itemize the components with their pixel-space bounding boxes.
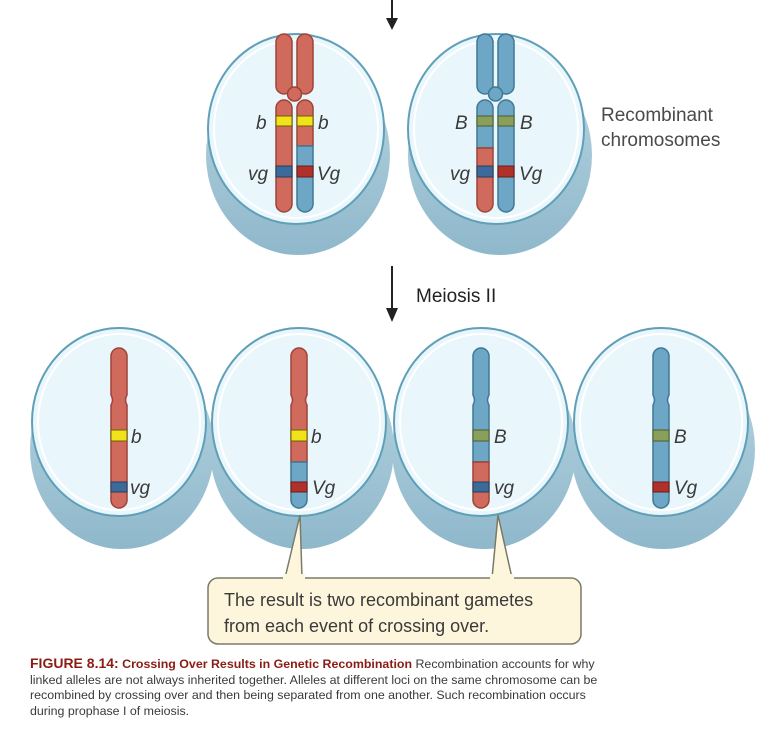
centromere (286, 86, 303, 102)
allele-label: B (520, 113, 533, 134)
allele-label: Vg (312, 478, 336, 499)
meiosis-arrow (386, 266, 398, 322)
chromatid-left-recombinant (476, 33, 494, 213)
recombinant-cell-1: b b vg Vg (206, 33, 390, 255)
allele-label: vg (494, 478, 515, 499)
allele-label: Vg (674, 478, 698, 499)
allele-label: Vg (519, 164, 543, 185)
recombinant-cell-2: B B vg Vg (407, 33, 592, 255)
callout-text: The result is two recombinant gametes (224, 590, 533, 610)
top-arrow (386, 0, 398, 30)
allele-label: B (494, 427, 507, 448)
chromatid-left-red (275, 33, 293, 213)
figure-title: Crossing Over Results in Genetic Recombi… (122, 657, 413, 671)
figure-caption: FIGURE 8.14: Crossing Over Results in Ge… (30, 655, 600, 719)
allele-label: vg (248, 164, 269, 185)
figure-number: FIGURE 8.14: (30, 655, 119, 671)
figure-body: Recombination accounts for why linked al… (30, 657, 598, 718)
gamete-cell-3: B vg (392, 327, 576, 549)
gamete-cell-1: b vg (30, 327, 214, 549)
allele-label: B (674, 427, 687, 448)
allele-label: vg (130, 478, 151, 499)
allele-label: Vg (317, 164, 341, 185)
allele-label: b (256, 113, 267, 134)
chromatid-right-blue (497, 33, 515, 213)
stage-label: Meiosis II (416, 286, 496, 307)
allele-label: vg (450, 164, 471, 185)
recombinant-label: Recombinant (601, 105, 714, 126)
centromere (487, 86, 504, 102)
allele-label: b (311, 427, 322, 448)
gamete-cell-4: B Vg (571, 327, 755, 549)
callout-box: The result is two recombinant gametes fr… (207, 514, 582, 645)
chromatid-right-recombinant (296, 33, 314, 213)
recombinant-label: chromosomes (601, 130, 720, 151)
gamete-cell-2: b Vg (210, 327, 394, 549)
allele-label: b (318, 113, 329, 134)
callout-text: from each event of crossing over. (224, 616, 489, 636)
allele-label: B (455, 113, 468, 134)
allele-label: b (131, 427, 142, 448)
